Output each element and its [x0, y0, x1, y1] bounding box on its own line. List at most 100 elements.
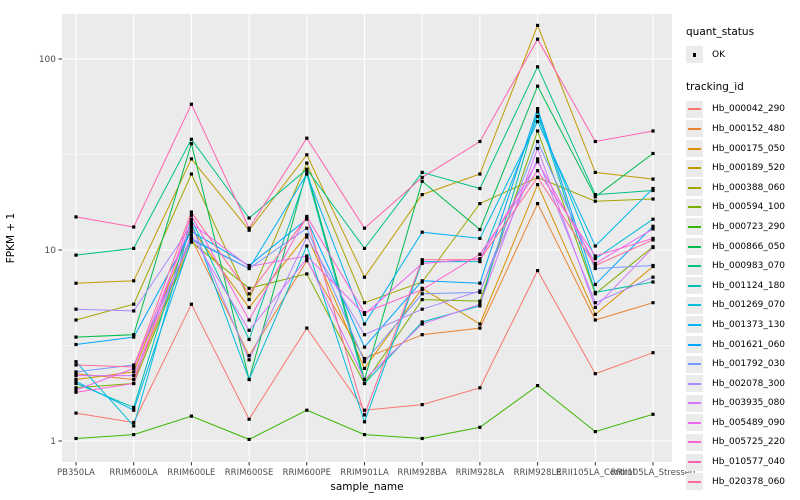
- data-point: [305, 215, 309, 220]
- series-line-icon: [688, 323, 701, 326]
- data-point: [420, 298, 424, 302]
- data-point: [132, 279, 136, 283]
- data-point: [247, 354, 251, 358]
- data-point: [536, 84, 540, 88]
- data-point: [362, 420, 367, 424]
- series-line-icon: [688, 167, 701, 170]
- series-line-icon: [688, 382, 701, 385]
- x-tick-label: RRIM600LE: [167, 468, 215, 478]
- data-point: [478, 252, 482, 256]
- data-point: [132, 246, 136, 250]
- data-point: [74, 386, 78, 390]
- series-color-key: [686, 375, 703, 393]
- series-color-key: [686, 198, 703, 216]
- data-point: [189, 236, 193, 240]
- legend-item-Hb_000175_050: Hb_000175_050: [686, 139, 798, 159]
- data-point: [132, 370, 136, 374]
- data-point: [651, 280, 655, 284]
- series-color-key: [686, 257, 703, 275]
- data-point: [651, 188, 655, 193]
- data-point: [132, 381, 136, 386]
- data-point: [362, 360, 367, 364]
- data-point: [247, 318, 251, 322]
- data-point: [189, 172, 193, 176]
- data-point: [132, 433, 136, 437]
- data-point: [362, 381, 367, 386]
- data-point: [305, 272, 309, 276]
- ok-point-key: [686, 46, 703, 64]
- data-point: [247, 264, 251, 269]
- series-name-label: Hb_001269_070: [712, 300, 786, 311]
- legend-item-Hb_005489_090: Hb_005489_090: [686, 413, 798, 433]
- data-point: [651, 177, 655, 181]
- legend-item-Hb_001792_030: Hb_001792_030: [686, 354, 798, 374]
- data-point: [536, 65, 540, 69]
- data-point: [305, 244, 309, 248]
- legend-label-ok: OK: [712, 49, 725, 60]
- data-point: [478, 139, 482, 144]
- data-point: [189, 213, 193, 217]
- x-tick-label: RRIM600PE: [283, 468, 331, 478]
- data-point: [593, 305, 597, 310]
- series-line-icon: [688, 108, 701, 111]
- data-point: [247, 228, 251, 232]
- data-point: [362, 408, 367, 412]
- data-point: [593, 170, 597, 174]
- data-point: [593, 301, 597, 305]
- series-color-key: [686, 414, 703, 432]
- x-tick-label: PB350LA: [57, 468, 95, 478]
- legend-item-Hb_000042_290: Hb_000042_290: [686, 100, 798, 120]
- data-point: [247, 292, 251, 296]
- legend-item-Hb_020378_060: Hb_020378_060: [686, 472, 798, 492]
- legend-item-Hb_000594_100: Hb_000594_100: [686, 198, 798, 218]
- data-point: [651, 351, 655, 355]
- data-point: [536, 183, 540, 187]
- data-point: [536, 384, 540, 388]
- data-point: [305, 153, 309, 157]
- data-point: [420, 320, 424, 324]
- data-point: [247, 358, 251, 362]
- data-point: [651, 197, 655, 201]
- data-point: [420, 403, 424, 407]
- series-name-label: Hb_000866_050: [712, 241, 786, 252]
- data-point: [305, 172, 309, 176]
- series-line-icon: [688, 127, 701, 130]
- data-point: [420, 230, 424, 234]
- data-point: [651, 227, 655, 231]
- data-point: [362, 413, 367, 417]
- series-name-label: Hb_010577_040: [712, 457, 786, 468]
- y-axis-title: FPKM + 1: [5, 213, 17, 263]
- data-point: [74, 379, 78, 384]
- data-point: [651, 245, 655, 250]
- data-point: [593, 312, 597, 316]
- series-line-icon: [688, 147, 701, 150]
- data-point: [593, 139, 597, 144]
- data-point: [74, 370, 78, 374]
- series-color-key: [686, 316, 703, 334]
- data-point: [651, 224, 655, 228]
- data-point: [478, 258, 482, 262]
- data-point: [478, 304, 482, 308]
- data-point: [651, 412, 655, 416]
- x-tick-label: RRIM928LA: [456, 468, 505, 478]
- data-point: [132, 335, 136, 339]
- data-point: [420, 261, 424, 266]
- data-point: [247, 226, 251, 230]
- legend-item-Hb_000152_480: Hb_000152_480: [686, 119, 798, 139]
- data-point: [189, 102, 193, 106]
- data-point: [420, 322, 424, 326]
- series-color-key: [686, 159, 703, 177]
- data-point: [189, 157, 193, 161]
- data-point: [478, 186, 482, 191]
- data-point: [420, 279, 424, 283]
- data-point: [478, 425, 482, 429]
- legend-item-Hb_000388_060: Hb_000388_060: [686, 178, 798, 198]
- y-tick-label: 100: [39, 55, 56, 65]
- series-color-key: [686, 433, 703, 451]
- series-line-icon: [688, 461, 701, 464]
- data-point: [420, 288, 424, 292]
- series-line-icon: [688, 480, 701, 483]
- data-point: [74, 388, 78, 392]
- data-point: [74, 281, 78, 285]
- legend-item-Hb_001124_180: Hb_001124_180: [686, 276, 798, 296]
